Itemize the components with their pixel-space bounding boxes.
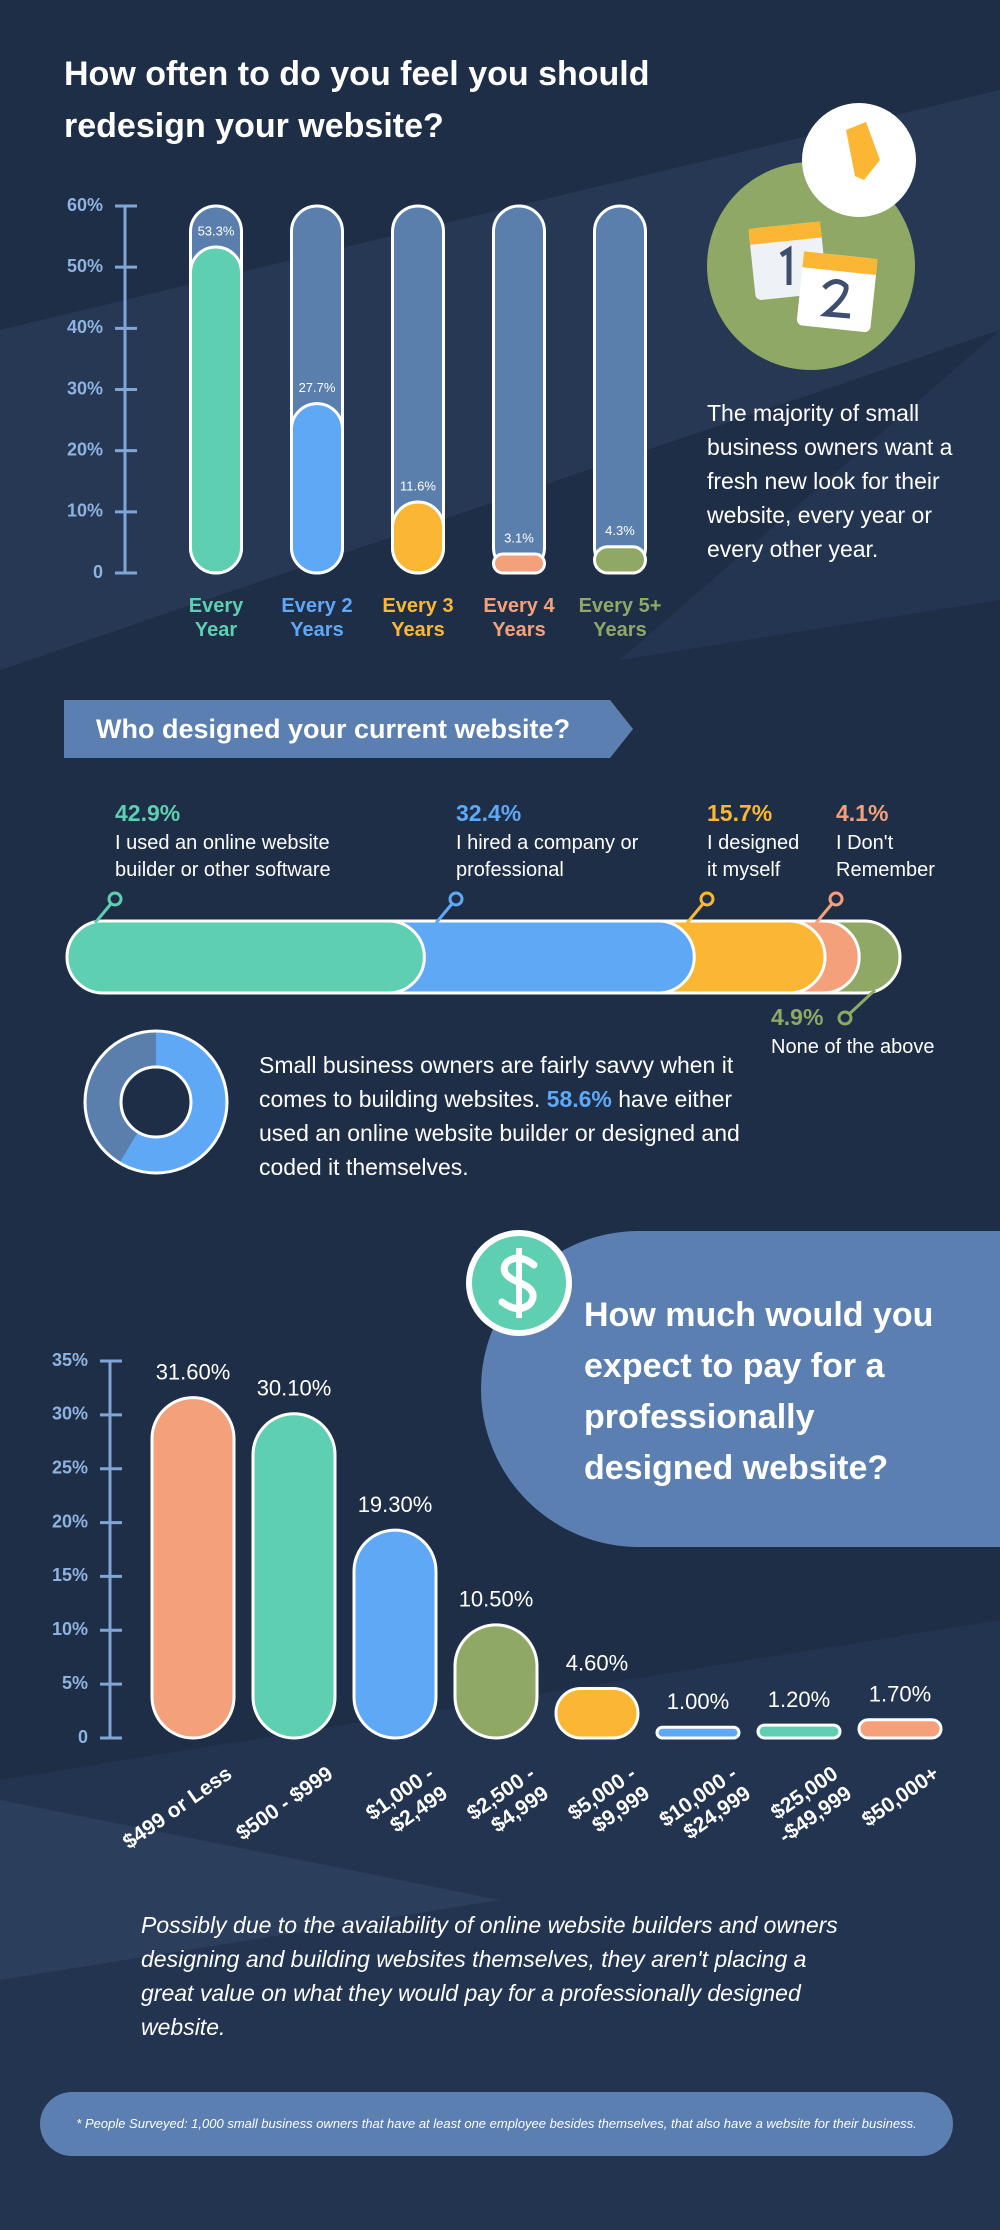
segment-label: I Don't Remember [836,832,935,881]
y-tick-label: 30% [67,378,103,398]
footnote: * People Surveyed: 1,000 small business … [76,2116,917,2131]
y-tick-label: 5% [62,1673,88,1693]
value-label: 32.4% [456,800,522,826]
value-label: 4.3% [605,523,635,538]
y-tick-label: 35% [52,1350,88,1370]
x-tick-label: Every 4 Years [483,595,555,641]
leader-dot [828,891,844,907]
footnote-pill [40,2092,953,2156]
bar [655,1725,741,1740]
donut-text: Small business owners are fairly savvy w… [259,1048,759,1184]
value-label: 10.50% [459,1587,534,1612]
value-label: 3.1% [504,530,534,545]
donut-outline [119,1065,193,1139]
x-tick-label: Every 5+ Years [578,595,662,641]
chart-title: Who designed your current website? [96,714,571,744]
text: have either used an online website build… [259,1086,740,1180]
bg-band [620,330,1000,660]
text: Small business owners are fairly savvy w… [259,1052,734,1112]
bar [453,1623,539,1740]
value-label: 15.7% [707,800,773,826]
y-tick-label: 60% [67,195,103,215]
bar [554,1686,640,1740]
note: The majority of small business owners wa… [707,400,953,562]
highlight: 58.6% [546,1086,612,1112]
y-tick-label: 20% [52,1511,88,1531]
bar [492,552,546,575]
bar [857,1718,943,1740]
value-label: 4.60% [566,1650,628,1675]
donut-arc [119,1031,227,1173]
bar [352,1528,438,1740]
x-tick-label: Every 3 Years [382,595,454,641]
bar [189,245,243,575]
y-tick-label: 15% [52,1565,88,1585]
bar [391,500,445,575]
title-panel [481,1231,1000,1547]
leader-dot [107,891,123,907]
value-label: 53.3% [198,223,235,238]
value-label: 42.9% [115,800,181,826]
value-label: 1.70% [869,1682,931,1707]
calendar-glyph [779,245,792,285]
value-label: 1.00% [667,1689,729,1714]
bar-track [492,204,546,575]
value-label: 19.30% [358,1492,433,1517]
calendar [802,251,878,275]
y-tick-label: 20% [67,439,103,459]
x-tick-label: Every Year [188,595,244,641]
y-tick-label: 40% [67,317,103,337]
value-label: 4.9% [771,1004,824,1030]
value-label: 4.1% [836,800,889,826]
value-label: 27.7% [299,380,336,395]
chart-title: How much would you expect to pay for a p… [584,1296,934,1487]
leader-dot [699,891,715,907]
y-tick-label: 25% [52,1457,88,1477]
segment-label: None of the above [771,1036,935,1058]
note: Possibly due to the availability of onli… [141,1912,838,2040]
value-label: 30.10% [257,1376,332,1401]
value-label: 11.6% [400,478,436,493]
bar-track [593,204,647,575]
calendar-glyph [819,279,851,319]
donut-outline [83,1029,229,1175]
leader-dot [448,891,464,907]
value-label: 1.20% [768,1687,830,1712]
y-tick-label: 50% [67,256,103,276]
y-tick-label: 10% [52,1619,88,1639]
bar-segment [65,919,426,995]
y-tick-label: 10% [67,501,103,521]
segment-label: I hired a company or professional [456,832,639,881]
chart-title: How often to do you feel you should rede… [64,55,650,145]
pencil [846,122,880,180]
bar [251,1412,337,1740]
y-tick-label: 0 [78,1727,88,1747]
calendar [748,221,822,245]
bg-band [0,1620,1000,2230]
bar [150,1396,236,1740]
bar [756,1723,842,1740]
bar [593,545,647,575]
segment-label: I designed it myself [707,832,800,881]
leader-dot [837,1010,853,1026]
segment-label: I used an online website builder or othe… [115,832,331,881]
bg-band [0,1800,500,1980]
y-tick-label: 0 [93,562,103,582]
bar [290,402,344,575]
y-tick-label: 30% [52,1404,88,1424]
value-label: 31.60% [156,1359,231,1384]
x-tick-label: Every 2 Years [281,595,353,641]
banner [64,700,633,758]
